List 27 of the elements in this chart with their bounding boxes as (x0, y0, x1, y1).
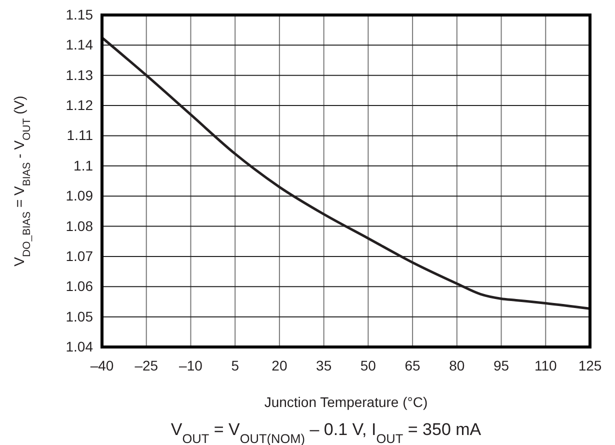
x-tick-label: 35 (316, 358, 332, 374)
y-tick-label: 1.1 (74, 157, 94, 174)
x-tick-label: 80 (449, 358, 465, 374)
x-tick-label: –40 (90, 358, 114, 374)
y-tick-label: 1.11 (66, 127, 94, 144)
x-tick-label: 110 (534, 358, 558, 374)
line-series (100, 36, 592, 310)
x-tick-label: 125 (578, 358, 602, 374)
x-tick-label: –25 (134, 358, 158, 374)
y-tick-label: 1.12 (66, 97, 94, 114)
y-tick-label: 1.06 (66, 278, 94, 294)
y-tick-label: 1.05 (66, 308, 94, 324)
y-tick-label: 1.13 (66, 66, 94, 83)
x-tick-label: 5 (231, 358, 240, 374)
x-tick-label: 95 (493, 358, 510, 374)
y-tick-label: 1.15 (66, 6, 94, 22)
x-tick-label: 65 (404, 358, 421, 374)
y-tick-label: 1.08 (66, 218, 94, 234)
y-tick-label: 1.09 (66, 188, 94, 204)
x-tick-label: 20 (272, 358, 288, 374)
x-tick-label: 50 (360, 358, 376, 374)
x-axis-title: Junction Temperature (°C) (264, 394, 428, 410)
text: V$_{OUT}$ = V$_{OUT(NOM)}$ – 0.1 V, I$_{OUT}$ = 350 mA (170, 420, 482, 445)
y-tick-label: 1.14 (66, 36, 94, 53)
y-tick-label: 1.07 (66, 248, 94, 264)
y-tick-label: 1.04 (66, 338, 94, 354)
x-tick-label: –10 (179, 358, 203, 374)
